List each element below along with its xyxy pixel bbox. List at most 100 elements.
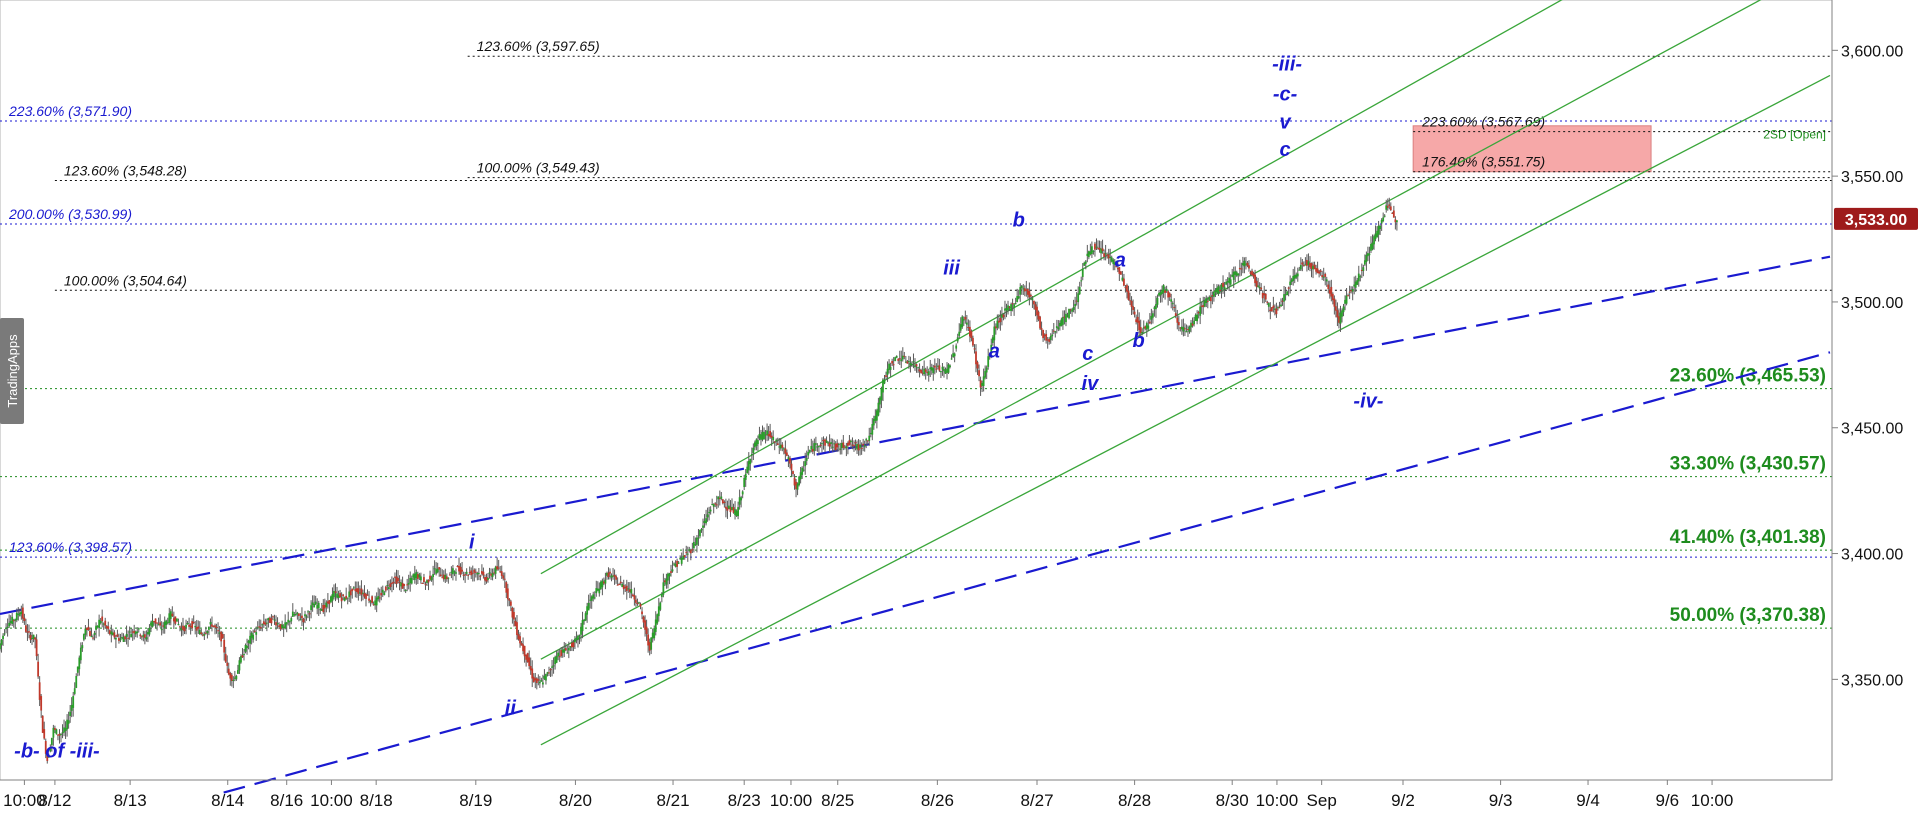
candle-body <box>372 604 375 606</box>
candle-body <box>32 634 35 639</box>
trend-line <box>223 351 1831 794</box>
candle-body <box>165 620 168 625</box>
candle-body <box>795 481 797 490</box>
candle-body <box>340 597 343 602</box>
candle-body <box>1115 266 1118 268</box>
candle-body <box>342 594 345 597</box>
candle-body <box>619 581 622 584</box>
candle-body <box>909 362 912 366</box>
candle-body <box>410 577 413 584</box>
candle-body <box>715 504 718 506</box>
candle-body <box>972 337 974 346</box>
channel-line <box>540 0 1563 575</box>
candle-body <box>721 499 724 504</box>
candle-body <box>1234 271 1237 275</box>
candle-body <box>782 448 785 450</box>
candle-body <box>912 361 915 363</box>
candle-body <box>290 618 293 622</box>
candle-body <box>337 595 340 598</box>
candle-body <box>493 572 495 574</box>
candle-body <box>1348 291 1351 293</box>
candle-body <box>631 594 634 597</box>
candle-body <box>921 372 924 374</box>
candle-body <box>1318 271 1321 274</box>
price-tick-label: 3,600.00 <box>1841 43 1903 60</box>
candle-body <box>731 506 733 510</box>
candle-body <box>1069 309 1072 311</box>
candle-body <box>1046 339 1049 341</box>
candle-body <box>218 632 221 634</box>
candle-body <box>901 355 904 360</box>
candle-body <box>985 367 988 373</box>
candle-body <box>224 653 227 662</box>
candle-body <box>55 729 58 735</box>
candle-body <box>868 435 871 441</box>
candle-body <box>1001 314 1003 318</box>
candle-body <box>712 504 715 507</box>
candle-body <box>590 596 593 601</box>
candle-body <box>1132 306 1134 311</box>
candle-body <box>185 624 187 628</box>
candle-body <box>763 431 765 440</box>
candle-body <box>479 575 482 577</box>
candle-body <box>481 571 483 574</box>
candle-body <box>482 571 485 576</box>
candle-body <box>1304 264 1307 266</box>
candle-body <box>464 574 467 576</box>
candle-body <box>211 624 213 627</box>
candle-body <box>1254 274 1256 284</box>
wave-label: a <box>989 340 1000 362</box>
candle-body <box>799 472 802 480</box>
candle-body <box>461 569 463 572</box>
candle-body <box>842 442 845 448</box>
candle-body <box>436 568 439 573</box>
channel-line <box>540 0 1762 660</box>
candle-body <box>1142 327 1145 329</box>
candle-body <box>1155 304 1157 310</box>
candle-body <box>1220 284 1223 290</box>
candle-body <box>628 589 631 592</box>
date-tick-label: 8/16 <box>270 791 303 810</box>
candle-body <box>845 446 848 449</box>
candle-body <box>688 549 691 551</box>
candle-body <box>1129 300 1131 302</box>
candle-body <box>1062 317 1064 325</box>
candle-body <box>427 579 430 583</box>
candle-body <box>787 457 790 460</box>
candle-body <box>970 331 973 339</box>
candle-body <box>1356 280 1359 285</box>
candle-body <box>598 588 601 594</box>
candle-body <box>1087 251 1090 258</box>
candle-body <box>798 476 800 486</box>
candle-body <box>740 497 743 501</box>
candle-body <box>662 582 665 595</box>
candle-body <box>116 634 119 637</box>
candle-body <box>1159 292 1162 296</box>
candle-body <box>243 654 245 656</box>
candle-body <box>1136 316 1139 323</box>
candle-body <box>311 602 314 606</box>
candle-body <box>467 574 470 576</box>
candle-body <box>645 626 648 635</box>
candle-body <box>491 573 494 578</box>
candle-body <box>535 678 538 683</box>
candle-body <box>703 520 706 524</box>
candle-body <box>574 638 576 643</box>
candle-body <box>330 596 332 603</box>
candle-body <box>299 619 302 621</box>
candle-body <box>1022 288 1025 290</box>
candle-body <box>41 715 44 733</box>
candle-body <box>630 589 633 594</box>
candle-body <box>667 573 669 581</box>
candle-body <box>1077 293 1080 303</box>
candle-body <box>325 602 328 608</box>
candle-body <box>848 440 851 445</box>
candle-body <box>744 473 747 480</box>
candle-body <box>235 675 238 680</box>
candle-body <box>12 620 15 622</box>
candle-body <box>802 469 805 471</box>
candle-body <box>650 637 653 650</box>
candle-body <box>1002 314 1005 318</box>
candle-body <box>653 628 656 639</box>
